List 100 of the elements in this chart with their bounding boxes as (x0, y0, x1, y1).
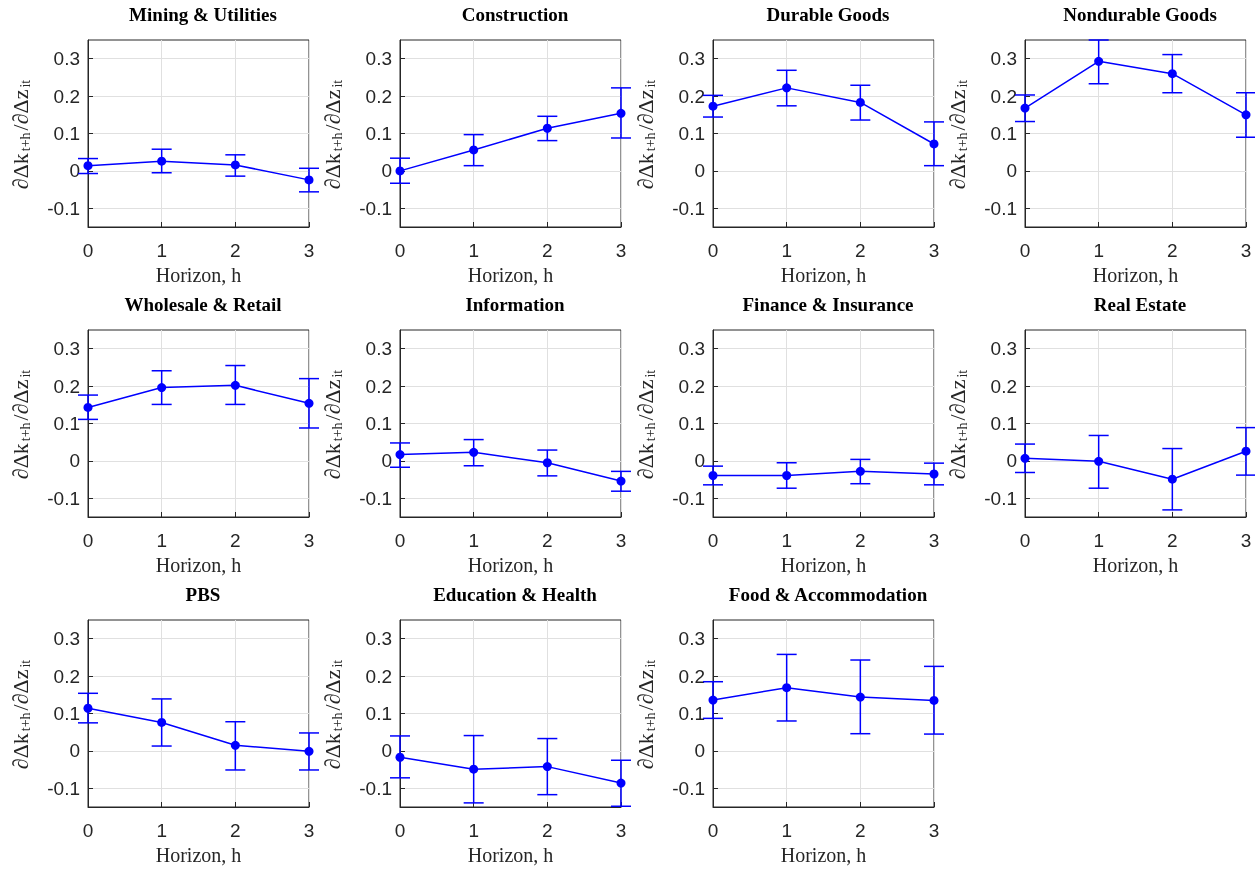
y-tick-label: 0.3 (53, 48, 80, 70)
x-tick-label: 1 (468, 820, 480, 841)
y-axis-title: ∂Δkt+h/∂Δzit (319, 659, 345, 770)
x-tick-label: 1 (156, 820, 167, 841)
y-tick-label: -0.1 (984, 197, 1017, 219)
point (1167, 69, 1177, 79)
point (855, 692, 865, 702)
x-axis-title: Horizon, h (780, 264, 866, 286)
point (616, 108, 626, 118)
point (83, 703, 93, 713)
x-tick-label: 0 (707, 240, 718, 261)
y-tick-label: 0.1 (678, 123, 705, 144)
y-tick-label: -0.1 (47, 777, 80, 799)
y-tick-label: 0.2 (678, 375, 705, 397)
point (469, 145, 479, 155)
x-axis-title: Horizon, h (468, 264, 554, 286)
point (708, 695, 718, 705)
y-tick-label: -0.1 (671, 197, 705, 219)
chart-title: Information (465, 294, 566, 315)
point (1020, 453, 1030, 463)
x-tick-label: 2 (230, 240, 241, 261)
point (304, 746, 314, 756)
y-tick-label: 0.1 (365, 123, 393, 144)
point (543, 123, 553, 133)
y-tick-label: 0.1 (53, 413, 80, 434)
y-tick-label: 0.1 (365, 413, 393, 434)
point (230, 740, 240, 750)
point (395, 450, 405, 460)
x-axis-title: Horizon, h (155, 554, 242, 576)
y-tick-label: 0.3 (678, 48, 705, 70)
y-axis-title: ∂Δkt+h/∂Δzit (632, 369, 658, 480)
y-axis-title: ∂Δkt+h/∂Δzit (7, 79, 33, 190)
x-axis-title: Horizon, h (780, 844, 866, 866)
y-tick-label: 0 (694, 740, 705, 762)
y-tick-label: 0.2 (990, 85, 1017, 107)
y-tick-label: 0 (69, 450, 80, 472)
x-tick-label: 2 (230, 820, 241, 841)
x-tick-label: 1 (156, 530, 167, 551)
x-tick-label: 2 (542, 820, 553, 841)
x-tick-label: 3 (928, 240, 939, 261)
point (708, 101, 718, 111)
y-tick-label: -0.1 (359, 487, 393, 509)
point (1241, 446, 1251, 456)
point (543, 458, 553, 468)
point (929, 139, 939, 149)
y-axis-title: ∂Δkt+h/∂Δzit (632, 659, 658, 770)
y-tick-label: 0.2 (365, 85, 393, 107)
x-tick-label: 3 (928, 530, 939, 551)
y-tick-label: 0.3 (678, 628, 705, 650)
point (304, 175, 314, 185)
y-tick-label: 0.1 (678, 703, 705, 724)
x-tick-label: 3 (616, 820, 627, 841)
point (395, 752, 405, 762)
y-tick-label: 0 (381, 740, 393, 762)
point (616, 476, 626, 486)
y-tick-label: 0 (381, 450, 393, 472)
chart-title: PBS (185, 584, 221, 605)
y-tick-label: 0.3 (365, 338, 393, 360)
x-tick-label: 0 (82, 240, 94, 261)
y-tick-label: -0.1 (671, 777, 705, 799)
x-tick-label: 1 (468, 530, 480, 551)
y-axis-title: ∂Δkt+h/∂Δzit (632, 79, 658, 190)
y-tick-label: 0.1 (365, 703, 393, 724)
y-tick-label: 0.2 (53, 665, 80, 687)
chart-title: Wholesale & Retail (124, 294, 282, 315)
x-tick-label: 0 (395, 530, 406, 551)
x-tick-label: 2 (854, 240, 866, 261)
x-tick-label: 1 (156, 240, 167, 261)
x-tick-label: 3 (616, 240, 627, 261)
y-tick-label: 0.1 (990, 123, 1017, 144)
x-axis-title: Horizon, h (1092, 264, 1179, 286)
y-tick-label: 0.3 (990, 338, 1017, 360)
point (469, 764, 479, 774)
x-tick-label: 0 (395, 820, 406, 841)
chart-title: Mining & Utilities (129, 4, 277, 25)
y-tick-label: 0.3 (53, 338, 80, 360)
y-tick-label: 0 (1006, 450, 1017, 472)
point (781, 683, 791, 693)
point (230, 160, 240, 170)
x-tick-label: 0 (1019, 240, 1031, 261)
x-tick-label: 3 (303, 820, 315, 841)
point (157, 383, 167, 393)
y-tick-label: 0.2 (678, 665, 705, 687)
y-tick-label: -0.1 (47, 197, 80, 219)
point (395, 166, 405, 176)
point (616, 778, 626, 788)
x-tick-label: 1 (468, 240, 480, 261)
y-axis-title: ∂Δkt+h/∂Δzit (7, 369, 33, 480)
y-tick-label: -0.1 (671, 487, 705, 509)
y-axis-title: ∂Δkt+h/∂Δzit (319, 369, 345, 480)
y-tick-label: 0.1 (53, 123, 80, 144)
y-tick-label: 0.2 (990, 375, 1017, 397)
point (1167, 474, 1177, 484)
chart-title: Finance & Insurance (742, 294, 914, 315)
y-tick-label: -0.1 (984, 487, 1017, 509)
x-tick-label: 1 (780, 530, 792, 551)
y-tick-label: 0.3 (365, 628, 393, 650)
y-tick-label: 0.2 (53, 85, 80, 107)
chart-title: Real Estate (1093, 294, 1187, 315)
y-tick-label: 0.2 (365, 375, 393, 397)
